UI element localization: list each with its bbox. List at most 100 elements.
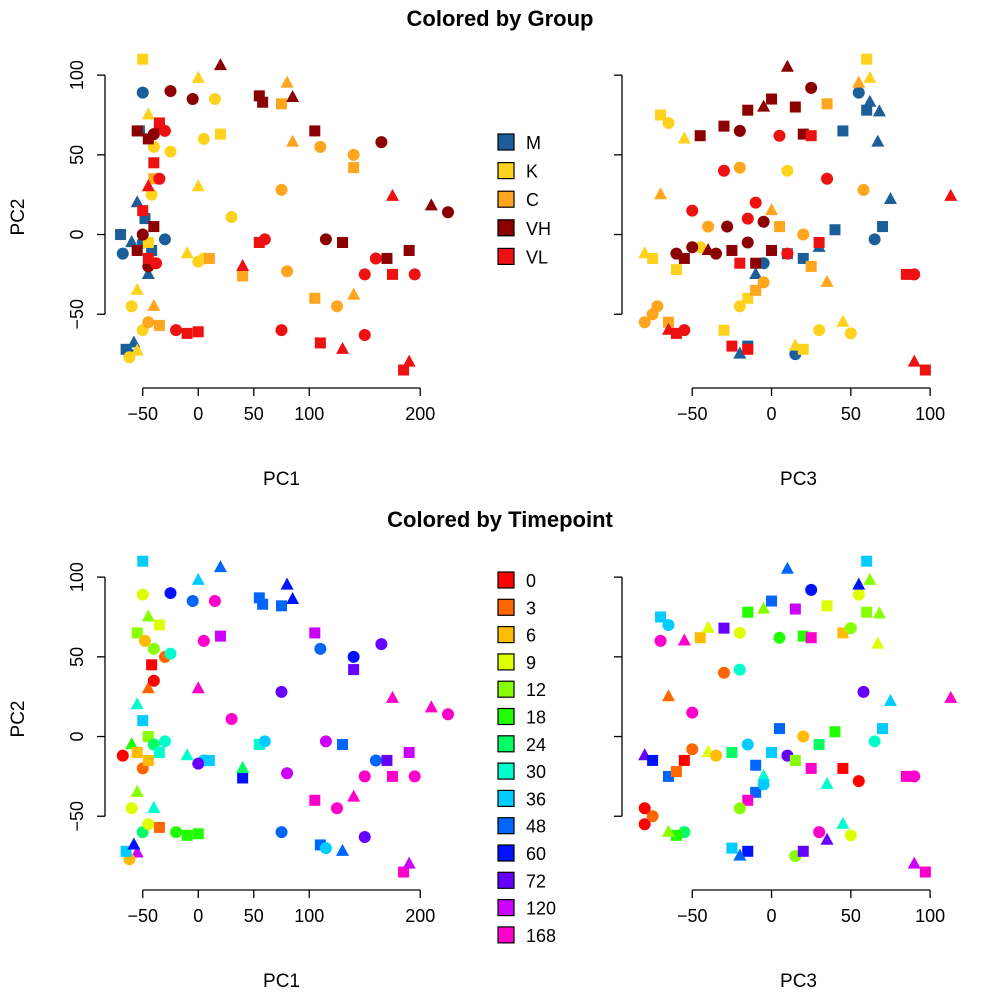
point-triangle	[661, 824, 675, 837]
point-square	[797, 343, 809, 355]
point-circle	[757, 276, 770, 289]
point-square	[131, 746, 143, 758]
point-square	[734, 257, 746, 269]
point-square	[237, 772, 249, 784]
point-triangle	[863, 70, 877, 83]
point-triangle	[883, 192, 897, 205]
point-triangle	[130, 195, 144, 208]
point-triangle	[907, 856, 921, 869]
point-circle	[164, 647, 177, 660]
point-circle	[638, 316, 651, 329]
y-tick-label: 50	[67, 145, 87, 165]
point-triangle	[749, 266, 763, 279]
scatter-panel-2: −50 0 50 100 PC3	[614, 53, 958, 490]
point-square	[877, 221, 889, 233]
point-circle	[208, 595, 221, 608]
legend-swatch	[497, 598, 515, 616]
legend-swatch	[497, 735, 515, 753]
point-circle	[857, 685, 870, 698]
point-circle	[275, 685, 288, 698]
point-triangle	[402, 856, 416, 869]
point-square	[900, 770, 912, 782]
point-square	[153, 821, 165, 833]
legend-label: 6	[526, 626, 536, 646]
point-triangle	[191, 179, 205, 192]
point-triangle	[125, 737, 139, 750]
point-square	[750, 786, 762, 798]
point-square	[253, 90, 265, 102]
point-square	[742, 343, 754, 355]
point-triangle	[130, 697, 144, 710]
point-square	[837, 125, 849, 137]
point-circle	[733, 626, 746, 639]
point-square	[203, 754, 215, 766]
x-tick-label: −50	[677, 404, 708, 424]
point-circle	[314, 642, 327, 655]
point-square	[861, 104, 873, 116]
legend-label: 24	[526, 735, 546, 755]
point-circle	[275, 826, 288, 839]
point-circle	[781, 247, 794, 260]
point-circle	[281, 767, 294, 780]
point-triangle	[757, 601, 771, 614]
point-circle	[225, 713, 238, 725]
y-tick-label: 0	[67, 230, 87, 240]
point-circle	[797, 730, 810, 743]
point-triangle	[733, 848, 747, 861]
point-triangle	[191, 70, 205, 83]
point-circle	[662, 618, 675, 631]
legend-label: K	[526, 162, 538, 182]
point-triangle	[213, 560, 227, 573]
point-square	[137, 555, 149, 567]
point-square	[750, 257, 762, 269]
point-triangle	[127, 335, 141, 348]
point-circle	[153, 172, 166, 185]
x-tick-label: −50	[127, 404, 158, 424]
point-square	[813, 739, 825, 751]
point-square	[214, 128, 226, 140]
point-circle	[408, 770, 421, 783]
point-circle	[164, 145, 177, 158]
point-circle	[868, 735, 881, 748]
legend-label: 60	[526, 844, 546, 864]
point-square	[919, 364, 931, 376]
point-circle	[741, 212, 754, 225]
point-square	[309, 627, 321, 639]
legend-swatch	[497, 762, 515, 780]
point-square	[146, 244, 158, 256]
legend-label: C	[526, 190, 539, 210]
x-axis-label: PC3	[780, 469, 817, 490]
point-square	[139, 213, 151, 225]
point-triangle	[125, 235, 139, 248]
x-tick-label: 0	[193, 404, 203, 424]
point-circle	[145, 188, 158, 201]
point-circle	[710, 247, 723, 260]
point-triangle	[141, 681, 155, 694]
point-circle	[908, 268, 921, 281]
x-tick-label: 100	[915, 404, 945, 424]
point-square	[142, 731, 154, 743]
point-square	[148, 221, 160, 233]
y-tick-label: −50	[67, 801, 87, 832]
point-triangle	[820, 832, 834, 845]
group-section-title: Colored by Group	[407, 6, 594, 31]
point-square	[192, 828, 204, 840]
point-circle	[369, 754, 382, 767]
point-square	[314, 337, 326, 349]
point-circle	[358, 830, 371, 843]
point-triangle	[863, 572, 877, 585]
point-circle	[275, 324, 288, 337]
point-square	[670, 829, 682, 841]
point-square	[181, 327, 193, 339]
point-circle	[358, 268, 371, 281]
point-square	[718, 120, 730, 132]
point-triangle	[677, 131, 691, 144]
point-circle	[741, 236, 754, 249]
legend-label: 12	[526, 680, 546, 700]
point-circle	[116, 749, 129, 762]
point-circle	[186, 595, 199, 608]
point-circle	[158, 233, 171, 246]
point-triangle	[236, 258, 250, 271]
point-square	[655, 611, 667, 623]
